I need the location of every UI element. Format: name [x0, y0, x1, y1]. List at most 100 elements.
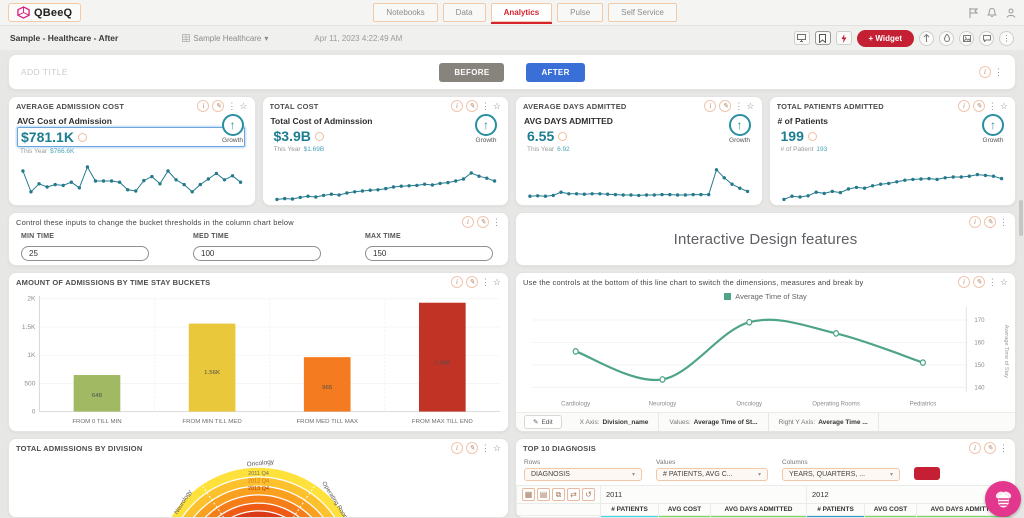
assistant-fab[interactable] [985, 481, 1021, 517]
values-dropdown[interactable]: # PATIENTS, AVG C... ▾ [656, 468, 768, 481]
edit-chart-button[interactable]: ✎ Edit [524, 415, 562, 429]
columns-dropdown[interactable]: YEARS, QUARTERS, ... ▾ [782, 468, 900, 481]
info-icon[interactable]: i [462, 216, 474, 228]
star-icon[interactable]: ☆ [239, 100, 248, 111]
max-time-input[interactable] [365, 246, 493, 261]
star-icon[interactable]: ☆ [492, 276, 501, 287]
more-icon[interactable]: ⋮ [734, 100, 744, 111]
pivot-year-header[interactable]: 2011 [600, 485, 807, 504]
more-icon[interactable]: ⋮ [999, 216, 1008, 227]
values-selector[interactable]: Values: Average Time of St... [659, 413, 769, 431]
avg-time-of-stay-line-chart[interactable]: 170 160 150 140 Cardiology Neurology Oncology O… [516, 302, 1015, 412]
info-icon[interactable]: i [450, 100, 463, 112]
info-icon[interactable]: i [704, 100, 717, 112]
more-icon[interactable]: ⋮ [994, 66, 1003, 77]
style-icon[interactable] [939, 30, 954, 46]
star-icon[interactable]: ☆ [492, 442, 501, 453]
more-icon[interactable]: ⋮ [987, 276, 997, 287]
tab-analytics[interactable]: Analytics [490, 3, 553, 24]
user-icon[interactable] [1006, 8, 1016, 18]
star-icon[interactable]: ☆ [746, 100, 755, 111]
tab-pulse[interactable]: Pulse [557, 3, 604, 22]
app-logo[interactable]: QBeeQ [8, 3, 82, 22]
info-icon[interactable]: i [450, 276, 463, 288]
edit-icon[interactable]: ✎ [719, 100, 732, 112]
edit-icon[interactable]: ✎ [984, 442, 996, 454]
pivot-year-header[interactable]: 2012 [806, 485, 1013, 504]
med-time-input[interactable] [193, 246, 321, 261]
growth-button[interactable]: ↑ [982, 114, 1004, 136]
info-icon[interactable]: i [957, 100, 970, 112]
xaxis-selector[interactable]: X Axis: Division_name [570, 413, 660, 431]
more-options-icon[interactable]: ⋮ [999, 30, 1014, 46]
info-icon[interactable]: i [969, 442, 981, 454]
more-icon[interactable]: ⋮ [227, 100, 237, 111]
edit-icon[interactable]: ✎ [465, 442, 478, 454]
reset-icon[interactable] [558, 131, 568, 141]
edit-icon[interactable]: ✎ [465, 100, 478, 112]
dashboard-title-placeholder[interactable]: ADD TITLE [21, 67, 68, 77]
kpi-value-box[interactable]: $781.1K [17, 127, 245, 147]
tab-notebooks[interactable]: Notebooks [373, 3, 438, 22]
pivot-measure-header[interactable]: AVG COST [864, 503, 917, 516]
info-icon[interactable]: i [450, 442, 463, 454]
flag-icon[interactable] [969, 7, 978, 18]
reset-icon[interactable] [314, 131, 324, 141]
more-icon[interactable]: ⋮ [987, 100, 997, 111]
pivot-measure-header[interactable]: # PATIENTS [600, 503, 659, 516]
edit-icon[interactable]: ✎ [972, 100, 985, 112]
edit-icon[interactable]: ✎ [984, 216, 996, 228]
add-widget-button[interactable]: + Widget [856, 29, 914, 47]
undo-icon[interactable]: ↺ [582, 488, 595, 501]
reset-icon[interactable] [77, 132, 87, 142]
tab-data[interactable]: Data [442, 3, 486, 22]
pivot-measure-header[interactable]: AVG COST [658, 503, 711, 516]
swap-icon[interactable]: ⇄ [567, 488, 580, 501]
star-icon[interactable]: ☆ [999, 276, 1008, 287]
reset-icon[interactable] [807, 131, 817, 141]
edit-icon[interactable]: ✎ [972, 276, 985, 288]
growth-button[interactable]: ↑ [728, 114, 751, 136]
more-icon[interactable]: ⋮ [480, 100, 490, 111]
dataset-selector[interactable]: Sample Healthcare ▾ [182, 34, 268, 43]
bookmark-icon[interactable] [814, 31, 831, 45]
growth-button[interactable]: ↑ [475, 114, 497, 136]
more-icon[interactable]: ⋮ [480, 442, 490, 453]
share-icon[interactable] [919, 30, 934, 46]
comment-icon[interactable] [979, 30, 994, 46]
tab-self-service[interactable]: Self Service [608, 3, 677, 22]
min-time-input[interactable] [21, 246, 149, 261]
more-icon[interactable]: ⋮ [999, 442, 1008, 453]
info-icon[interactable]: i [979, 66, 991, 78]
window-icon[interactable]: ⧉ [552, 488, 565, 501]
bolt-icon[interactable] [835, 31, 852, 45]
growth-button[interactable]: ↑ [221, 114, 244, 136]
rows-view-icon[interactable]: ▤ [537, 488, 550, 501]
chart-legend[interactable]: Average Time of Stay [516, 291, 1015, 302]
info-icon[interactable]: i [969, 216, 981, 228]
gallery-icon[interactable] [959, 30, 974, 46]
star-icon[interactable]: ☆ [492, 100, 501, 111]
pivot-measure-header[interactable]: AVG DAYS ADMITTED [710, 503, 807, 516]
after-button[interactable]: AFTER [526, 62, 585, 82]
page-scrollbar-thumb[interactable] [1019, 200, 1023, 236]
pivot-measure-header[interactable]: # PATIENTS [806, 503, 865, 516]
bell-icon[interactable] [987, 7, 997, 18]
edit-icon[interactable]: ✎ [465, 276, 478, 288]
star-icon[interactable]: ☆ [999, 100, 1008, 111]
admissions-bucket-bar-chart[interactable]: 0 500 1K 1.5K 2K 648 FROM 0 TILL MIN 1.56K FROM … [9, 291, 508, 431]
right-yaxis-selector[interactable]: Right Y Axis: Average Time ... [769, 413, 879, 431]
desktop-view-icon[interactable] [793, 31, 810, 45]
before-button[interactable]: BEFORE [439, 62, 505, 82]
grid-view-icon[interactable]: ▦ [522, 488, 535, 501]
info-icon[interactable]: i [197, 100, 210, 112]
pivot-apply-button[interactable] [914, 467, 940, 480]
edit-icon[interactable]: ✎ [477, 216, 489, 228]
more-icon[interactable]: ⋮ [480, 276, 490, 287]
more-icon[interactable]: ⋮ [492, 216, 501, 227]
rows-dropdown[interactable]: DIAGNOSIS ▾ [524, 468, 642, 481]
edit-icon[interactable]: ✎ [212, 100, 225, 112]
info-icon[interactable]: i [957, 276, 970, 288]
